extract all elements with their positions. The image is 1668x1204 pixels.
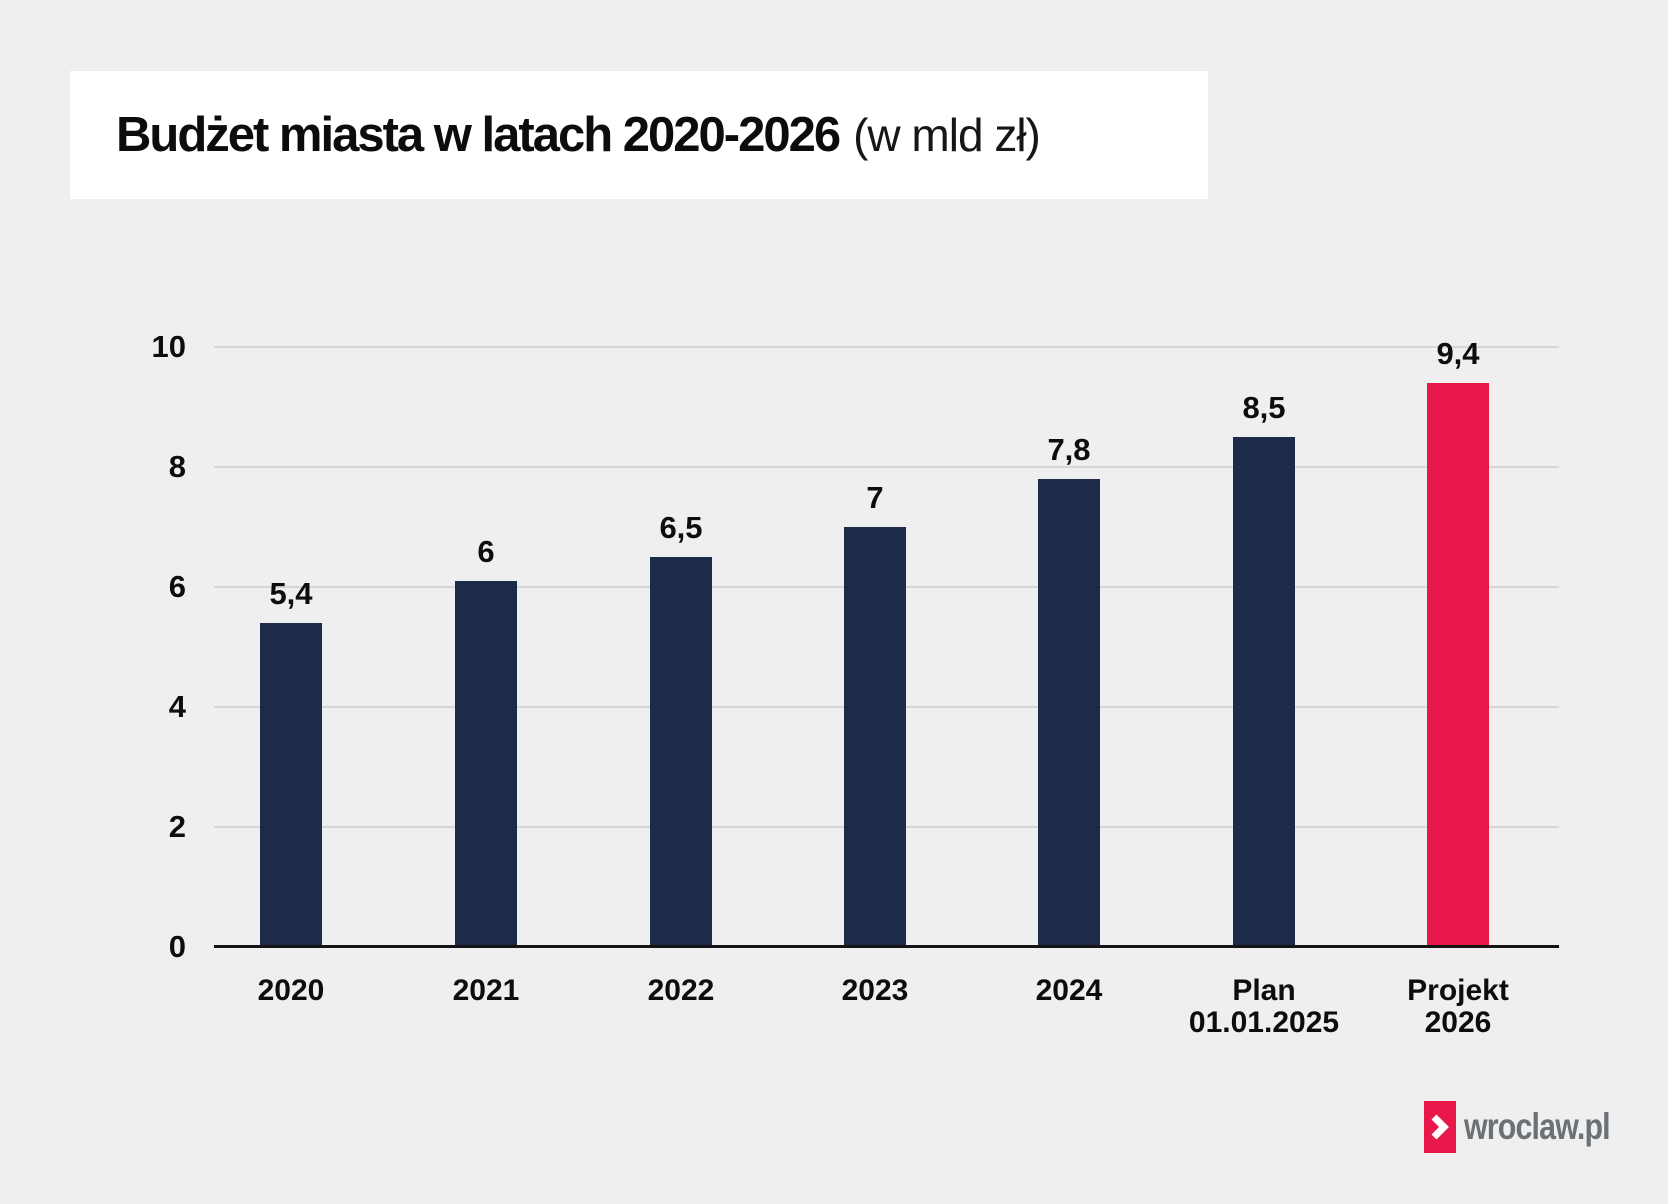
x-category-line: Projekt [1407,974,1509,1007]
bar-value-label: 5,4 [269,576,313,611]
x-category-label: 2021 [391,975,581,1007]
y-tick-label: 6 [168,569,186,604]
x-axis-line [214,945,1559,948]
page-title-unit: (w mld zł) [853,109,1041,161]
x-category-line: 2026 [1424,1006,1492,1039]
x-category-line: 01.01.2025 [1188,1006,1340,1039]
x-category-line: 2022 [647,974,715,1007]
bar [1233,437,1295,947]
x-category-line: 2024 [1035,974,1103,1007]
x-category-label: 2022 [586,975,776,1007]
y-gridline [214,346,1559,348]
x-category-line: Plan [1232,974,1296,1007]
y-tick-label: 8 [168,449,186,484]
logo: wroclaw.pl [1424,1101,1642,1153]
x-category-label: Projekt 2026 [1363,975,1553,1039]
x-category-line: 2021 [452,974,520,1007]
bar [455,581,517,947]
bar [844,527,906,947]
bar-value-label: 7 [866,480,884,515]
page-title: Budżet miasta w latach 2020-2026 [116,108,841,162]
bar-value-label: 9,4 [1436,336,1480,371]
y-tick-label: 10 [151,329,186,364]
x-category-line: 2020 [257,974,325,1007]
title-card: Budżet miasta w latach 2020-2026 (w mld … [70,71,1208,199]
y-gridline [214,466,1559,468]
logo-box [1424,1101,1456,1153]
x-category-line: 2023 [841,974,909,1007]
bar-value-label: 6,5 [659,510,703,545]
y-tick-label: 2 [168,809,186,844]
y-tick-label: 4 [168,689,186,724]
bar [1427,383,1489,947]
chevron-right-icon [1431,1114,1449,1140]
bar [650,557,712,947]
bar-value-label: 6 [477,534,495,569]
logo-text: wroclaw.pl [1464,1106,1611,1147]
bar-value-label: 8,5 [1242,390,1286,425]
bar [260,623,322,947]
y-tick-label: 0 [168,929,186,964]
x-category-label: 2024 [974,975,1164,1007]
bar-value-label: 7,8 [1047,432,1091,467]
x-category-label: Plan 01.01.2025 [1169,975,1359,1039]
x-category-label: 2023 [780,975,970,1007]
x-category-label: 2020 [196,975,386,1007]
bar [1038,479,1100,947]
